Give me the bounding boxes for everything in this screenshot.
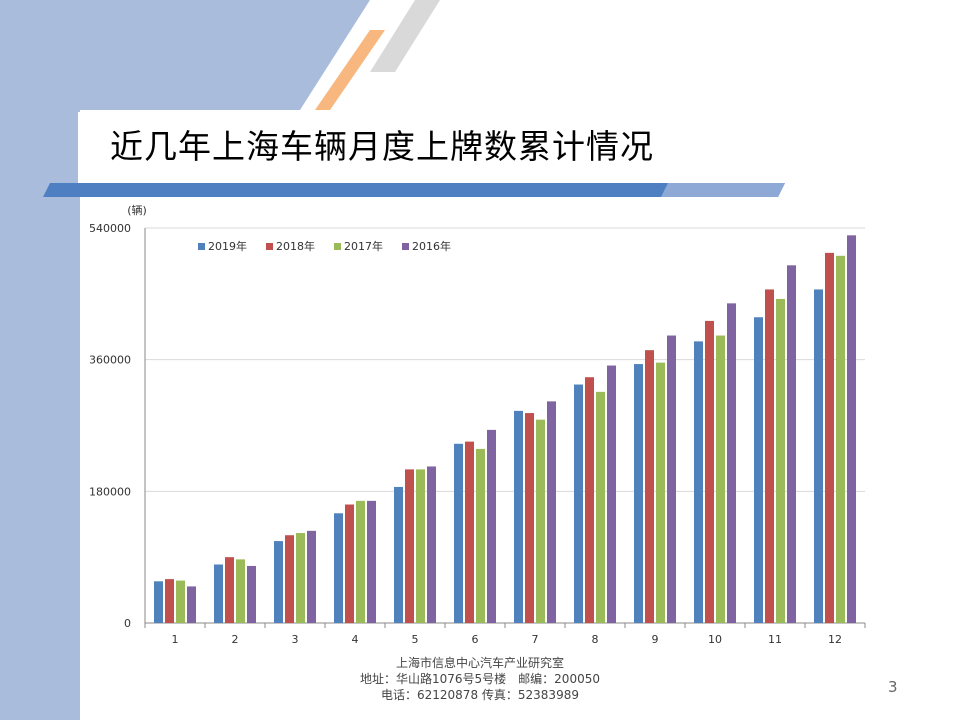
bar	[765, 289, 774, 623]
bar	[454, 443, 463, 623]
bar	[607, 365, 616, 623]
bar	[476, 448, 485, 623]
bar	[814, 289, 823, 623]
bar	[645, 350, 654, 623]
x-tick-label: 2	[232, 633, 239, 646]
y-tick-label: 540000	[90, 222, 131, 235]
bar	[694, 341, 703, 623]
bar	[776, 298, 785, 623]
bar	[427, 466, 436, 623]
bar	[225, 557, 234, 623]
x-tick-label: 6	[472, 633, 479, 646]
bar	[307, 530, 316, 623]
bar	[187, 586, 196, 623]
bar	[236, 559, 245, 623]
bar	[165, 579, 174, 623]
footer-org: 上海市信息中心汽车产业研究室	[395, 656, 564, 670]
x-tick-label: 5	[412, 633, 419, 646]
x-tick-label: 10	[708, 633, 722, 646]
x-tick-label: 11	[768, 633, 782, 646]
legend-swatch	[198, 243, 205, 250]
bar	[405, 469, 414, 623]
bar	[367, 500, 376, 623]
x-tick-label: 3	[292, 633, 299, 646]
x-tick-label: 1	[172, 633, 179, 646]
bar	[514, 410, 523, 623]
bar	[356, 500, 365, 623]
bar	[154, 581, 163, 623]
bar	[547, 401, 556, 623]
bar	[574, 384, 583, 623]
bar	[214, 564, 223, 623]
bar	[394, 486, 403, 623]
bar	[176, 580, 185, 623]
bar	[416, 469, 425, 623]
bar	[656, 362, 665, 623]
legend-label: 2019年	[208, 239, 247, 253]
bar	[754, 317, 763, 623]
bar	[334, 513, 343, 623]
bar	[716, 335, 725, 623]
bar	[345, 504, 354, 623]
bar	[596, 391, 605, 623]
page-number: 3	[888, 678, 898, 696]
legend-label: 2017年	[344, 239, 383, 253]
bar	[487, 429, 496, 623]
footer-contact: 电话：62120878 传真：52383989	[381, 688, 579, 702]
bar	[274, 541, 283, 623]
slide-title: 近几年上海车辆月度上牌数累计情况	[110, 127, 654, 166]
bar	[525, 413, 534, 623]
bar	[296, 533, 305, 623]
bar	[847, 235, 856, 623]
bar	[465, 441, 474, 623]
y-tick-label: 360000	[90, 354, 131, 367]
legend-swatch	[402, 243, 409, 250]
bar	[825, 252, 834, 623]
x-tick-label: 12	[828, 633, 842, 646]
bar	[585, 377, 594, 623]
legend-swatch	[266, 243, 273, 250]
bar	[247, 565, 256, 623]
bar	[836, 255, 845, 623]
legend-label: 2016年	[412, 239, 451, 253]
bar	[705, 320, 714, 623]
bar	[285, 535, 294, 623]
bar	[536, 419, 545, 623]
y-tick-label: 180000	[90, 485, 131, 498]
bar	[634, 364, 643, 623]
bar	[787, 265, 796, 623]
y-tick-label: 0	[124, 617, 131, 630]
footer: 上海市信息中心汽车产业研究室 地址：华山路1076号5号楼 邮编：200050 …	[330, 655, 630, 703]
legend-swatch	[334, 243, 341, 250]
bar	[667, 335, 676, 623]
bar	[727, 303, 736, 623]
x-tick-label: 7	[532, 633, 539, 646]
y-axis-label: (辆)	[127, 203, 147, 217]
footer-address: 地址：华山路1076号5号楼 邮编：200050	[360, 672, 600, 686]
x-tick-label: 9	[652, 633, 659, 646]
x-tick-label: 8	[592, 633, 599, 646]
legend-label: 2018年	[276, 239, 315, 253]
x-tick-label: 4	[352, 633, 359, 646]
